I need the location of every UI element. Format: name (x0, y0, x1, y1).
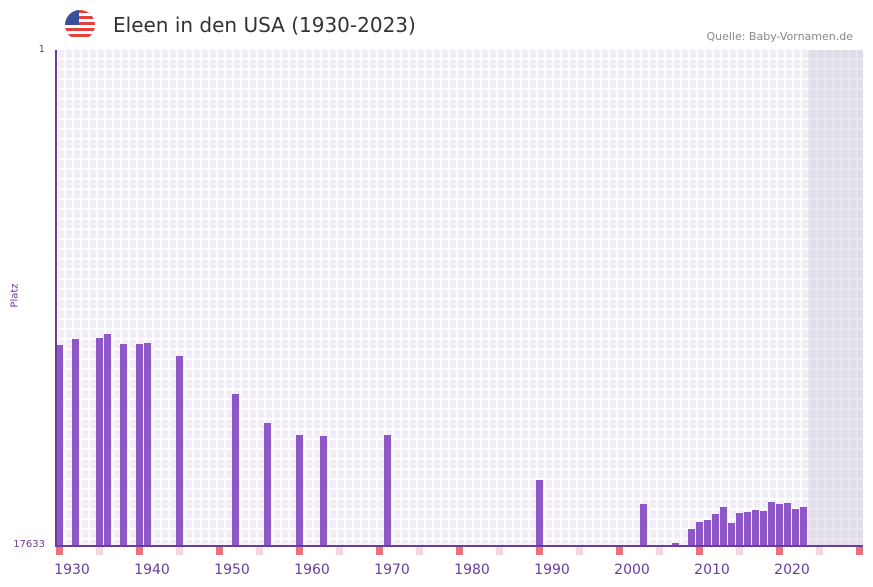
bar-1935[interactable] (96, 337, 103, 545)
bar-1941[interactable] (144, 342, 151, 545)
decade-marker (376, 546, 383, 555)
y-tick-top: 1 (38, 44, 45, 55)
bar-1990[interactable] (536, 480, 543, 545)
bar-2012[interactable] (712, 513, 719, 545)
decade-marker (616, 546, 623, 555)
bar-2013[interactable] (720, 506, 727, 545)
x-tick-label: 2010 (694, 562, 730, 578)
bar-2015[interactable] (736, 512, 743, 545)
bar-1930[interactable] (56, 345, 63, 545)
bar-1971[interactable] (384, 434, 391, 545)
bar-1952[interactable] (232, 393, 239, 545)
half-decade-marker (416, 546, 423, 555)
bar-1936[interactable] (104, 333, 111, 545)
bar-2021[interactable] (784, 503, 791, 545)
half-decade-marker (816, 546, 823, 555)
x-tick-label: 1940 (134, 562, 170, 578)
future-region (808, 50, 863, 545)
bar-2019[interactable] (768, 501, 775, 545)
bar-1960[interactable] (296, 434, 303, 545)
bar-1945[interactable] (176, 355, 183, 545)
x-tick-label: 1930 (54, 562, 90, 578)
half-decade-marker (736, 546, 743, 555)
decade-marker (456, 546, 463, 555)
bar-1963[interactable] (320, 435, 327, 545)
bar-2010[interactable] (696, 521, 703, 545)
half-decade-marker (336, 546, 343, 555)
bar-1932[interactable] (72, 338, 79, 545)
bar-1938[interactable] (120, 343, 127, 545)
x-tick-label: 1990 (534, 562, 570, 578)
decade-marker (136, 546, 143, 555)
decade-marker (856, 546, 863, 555)
y-tick-bottom: 17633 (13, 539, 45, 550)
bar-2017[interactable] (752, 509, 759, 545)
x-tick-label: 1960 (294, 562, 330, 578)
chart-title: Eleen in den USA (1930-2023) (113, 13, 416, 37)
bar-2014[interactable] (728, 522, 735, 545)
bar-2007[interactable] (672, 542, 679, 545)
x-tick-label: 1980 (454, 562, 490, 578)
x-tick-label: 1950 (214, 562, 250, 578)
y-axis-label: Platz (9, 283, 21, 308)
half-decade-marker (256, 546, 263, 555)
x-axis-line (55, 545, 863, 547)
half-decade-marker (576, 546, 583, 555)
bar-1956[interactable] (264, 422, 271, 545)
bar-2020[interactable] (776, 503, 783, 545)
bar-2011[interactable] (704, 519, 711, 545)
bar-1940[interactable] (136, 343, 143, 545)
x-tick-label: 1970 (374, 562, 410, 578)
decade-marker (56, 546, 63, 555)
source-link[interactable]: Quelle: Baby-Vornamen.de (706, 30, 853, 43)
half-decade-marker (656, 546, 663, 555)
bar-2003[interactable] (640, 503, 647, 545)
bar-2022[interactable] (792, 509, 799, 545)
decade-marker (776, 546, 783, 555)
plot-area (56, 50, 863, 545)
bar-2023[interactable] (800, 506, 807, 545)
bar-2009[interactable] (688, 528, 695, 545)
half-decade-marker (96, 546, 103, 555)
decade-marker (216, 546, 223, 555)
decade-marker (696, 546, 703, 555)
x-tick-label: 2020 (774, 562, 810, 578)
decade-marker (296, 546, 303, 555)
half-decade-marker (176, 546, 183, 555)
y-axis-line (55, 50, 57, 546)
x-tick-label: 2000 (614, 562, 650, 578)
bar-2018[interactable] (760, 511, 767, 545)
decade-marker (536, 546, 543, 555)
half-decade-marker (496, 546, 503, 555)
bar-2016[interactable] (744, 511, 751, 545)
us-flag-icon (65, 10, 95, 40)
